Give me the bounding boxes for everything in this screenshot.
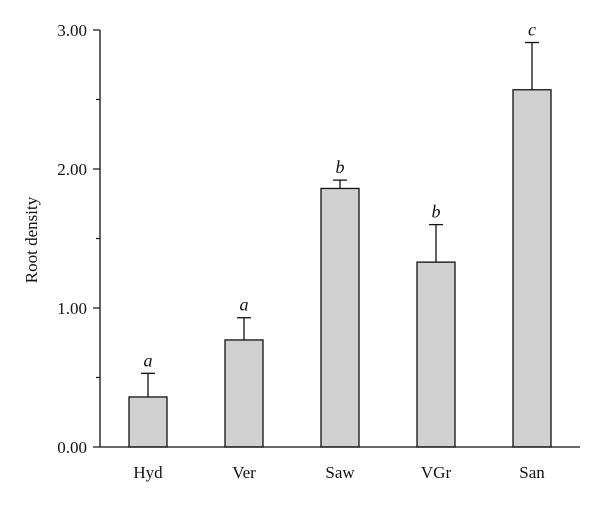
bar-san bbox=[512, 89, 552, 448]
y-tick-label: 0.00 bbox=[57, 438, 87, 457]
error-bars-group bbox=[141, 41, 539, 397]
bar-hyd bbox=[128, 396, 168, 448]
bars-group bbox=[128, 89, 552, 448]
significance-label-saw: b bbox=[336, 157, 345, 177]
significance-label-vgr: b bbox=[432, 202, 441, 222]
x-tick-label-saw: Saw bbox=[325, 463, 355, 482]
significance-label-ver: a bbox=[240, 295, 249, 315]
bar-saw bbox=[320, 187, 360, 448]
y-tick-label: 3.00 bbox=[57, 21, 87, 40]
x-tick-label-vgr: VGr bbox=[421, 463, 452, 482]
bar-ver bbox=[224, 339, 264, 448]
x-tick-label-ver: Ver bbox=[232, 463, 256, 482]
y-axis-title: Root density bbox=[22, 196, 41, 283]
significance-label-san: c bbox=[528, 20, 536, 40]
y-ticks-group: 0.00 1.00 2.00 3.00 bbox=[57, 21, 100, 457]
x-tick-label-san: San bbox=[519, 463, 545, 482]
y-tick-label: 2.00 bbox=[57, 160, 87, 179]
significance-labels-group: a a b b c bbox=[144, 20, 537, 371]
significance-label-hyd: a bbox=[144, 350, 153, 370]
y-tick-label: 1.00 bbox=[57, 299, 87, 318]
x-tick-label-hyd: Hyd bbox=[133, 463, 163, 482]
bar-vgr bbox=[416, 261, 456, 448]
x-tick-labels-group: Hyd Ver Saw VGr San bbox=[133, 463, 545, 482]
